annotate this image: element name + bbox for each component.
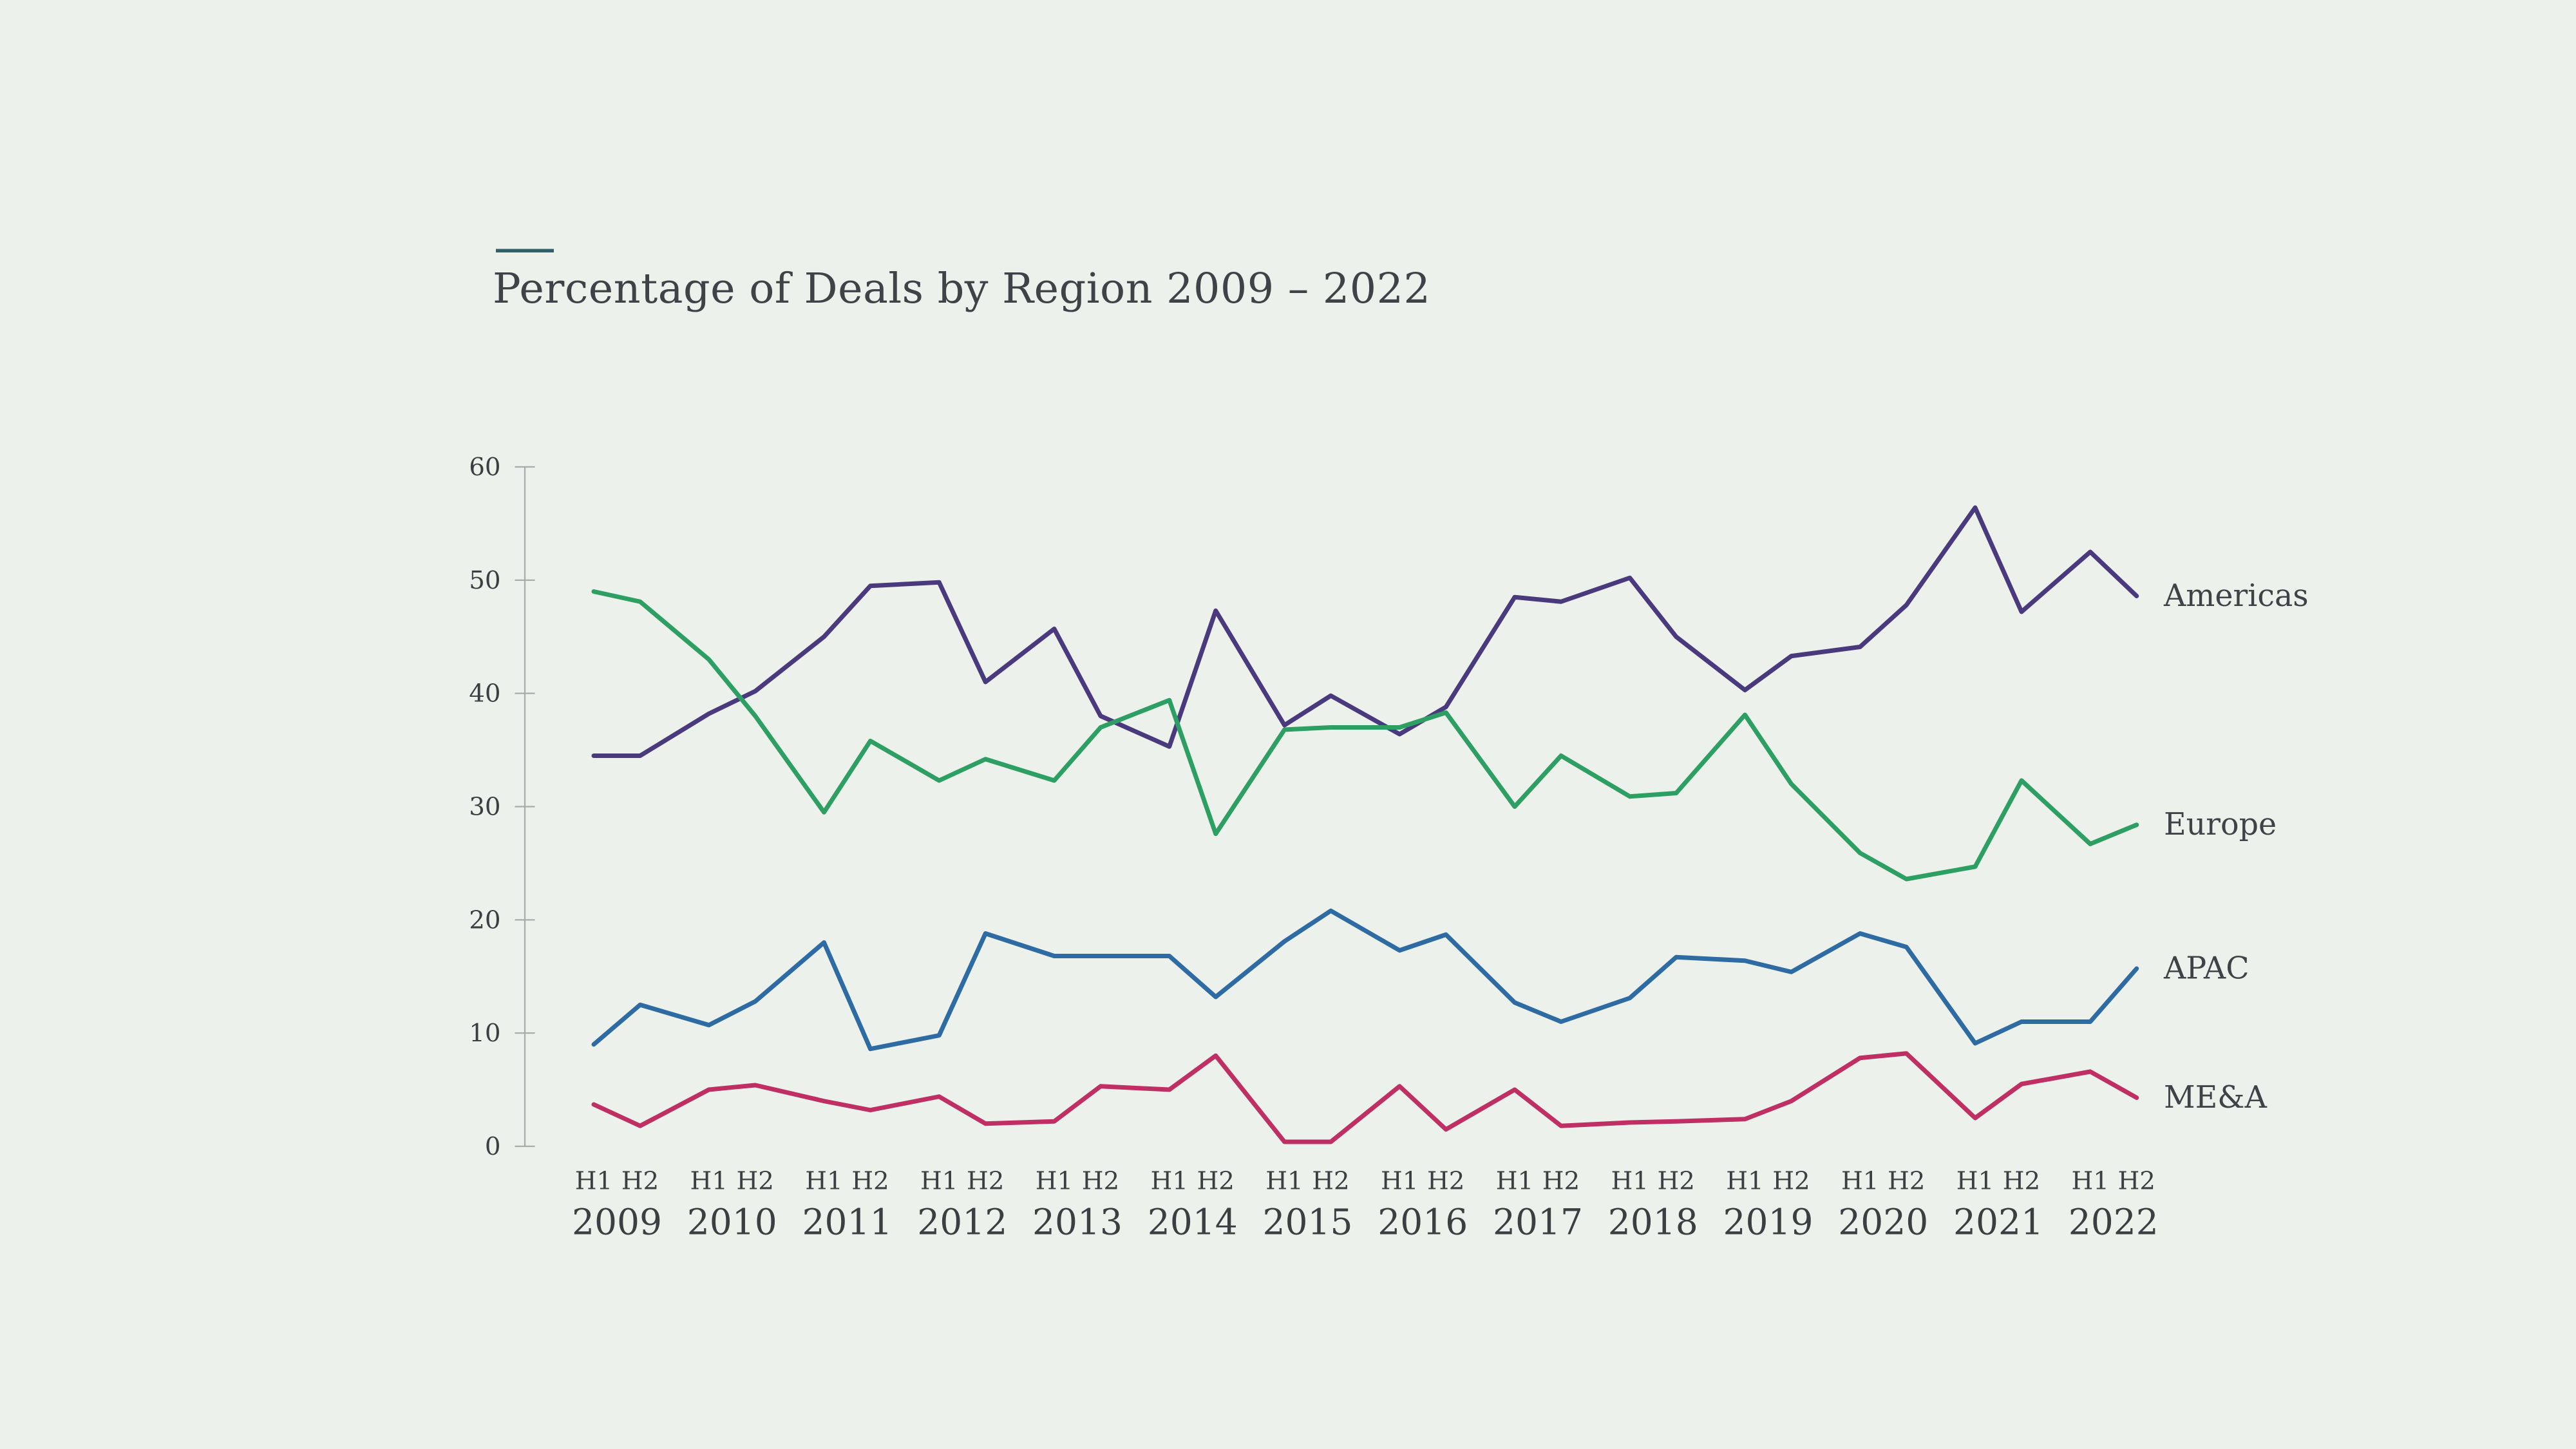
x-label-year: 2016 bbox=[1378, 1201, 1468, 1242]
x-label-half: H1 bbox=[1496, 1166, 1533, 1195]
x-label-year: 2011 bbox=[802, 1201, 893, 1242]
x-label-year: 2012 bbox=[917, 1201, 1007, 1242]
x-label-half: H2 bbox=[1082, 1166, 1119, 1195]
x-label-year: 2019 bbox=[1723, 1201, 1814, 1242]
x-label-half: H1 bbox=[1381, 1166, 1418, 1195]
x-label-half: H2 bbox=[2003, 1166, 2040, 1195]
x-label-half: H2 bbox=[1427, 1166, 1464, 1195]
x-label-half: H2 bbox=[1658, 1166, 1695, 1195]
legend: Americas Europe APAC ME&A bbox=[2163, 578, 2309, 1115]
x-label-half: H1 bbox=[1611, 1166, 1649, 1195]
x-label-half: H1 bbox=[1956, 1166, 1994, 1195]
x-label-year: 2014 bbox=[1148, 1201, 1238, 1242]
x-label-half: H2 bbox=[737, 1166, 774, 1195]
y-tick-label: 30 bbox=[469, 793, 500, 822]
legend-label-americas: Americas bbox=[2163, 578, 2309, 614]
x-label-year: 2009 bbox=[572, 1201, 662, 1242]
y-tick-label: 10 bbox=[469, 1019, 500, 1048]
x-label-half: H2 bbox=[1197, 1166, 1235, 1195]
x-label-half: H1 bbox=[920, 1166, 958, 1195]
legend-label-apac: APAC bbox=[2163, 951, 2249, 986]
series-line-apac bbox=[591, 908, 2139, 1052]
x-label-half: H1 bbox=[1265, 1166, 1303, 1195]
y-tick-label: 60 bbox=[469, 453, 500, 482]
x-label-half: H2 bbox=[1542, 1166, 1580, 1195]
x-axis-labels: H1 H2 2009 H1 H2 2010 H1 H2 2011 H1 H2 2012 H1 H2 2013… bbox=[572, 1166, 2159, 1242]
x-label-half: H2 bbox=[1772, 1166, 1810, 1195]
x-label-half: H1 bbox=[1726, 1166, 1763, 1195]
x-label-half: H1 bbox=[805, 1166, 842, 1195]
x-label-year: 2015 bbox=[1263, 1201, 1353, 1242]
y-tick-label: 20 bbox=[469, 905, 500, 934]
x-label-half: H1 bbox=[690, 1166, 728, 1195]
x-label-half: H1 bbox=[2072, 1166, 2109, 1195]
x-label-year: 2020 bbox=[1838, 1201, 1928, 1242]
x-label-half: H1 bbox=[1036, 1166, 1073, 1195]
x-label-year: 2017 bbox=[1493, 1201, 1583, 1242]
x-label-half: H2 bbox=[967, 1166, 1004, 1195]
series-lines bbox=[591, 505, 2139, 1144]
legend-label-me-a: ME&A bbox=[2164, 1080, 2268, 1115]
series-line-americas bbox=[591, 505, 2139, 758]
x-label-year: 2010 bbox=[687, 1201, 777, 1242]
x-label-half: H2 bbox=[621, 1166, 659, 1195]
x-label-half: H1 bbox=[1151, 1166, 1188, 1195]
y-tick-label: 40 bbox=[469, 679, 500, 708]
x-label-half: H1 bbox=[1841, 1166, 1879, 1195]
series-line-europe bbox=[591, 589, 2139, 882]
x-label-half: H2 bbox=[1312, 1166, 1349, 1195]
x-label-half: H1 bbox=[575, 1166, 612, 1195]
x-label-year: 2018 bbox=[1608, 1201, 1698, 1242]
x-label-year: 2013 bbox=[1032, 1201, 1122, 1242]
x-label-year: 2021 bbox=[1953, 1201, 2043, 1242]
x-label-year: 2022 bbox=[2069, 1201, 2159, 1242]
y-tick-label: 0 bbox=[485, 1132, 501, 1161]
legend-label-europe: Europe bbox=[2164, 807, 2277, 842]
x-label-half: H2 bbox=[1888, 1166, 1925, 1195]
series-line-me-a bbox=[591, 1051, 2139, 1144]
chart-title: Percentage of Deals by Region 2009 – 202… bbox=[493, 265, 1430, 313]
x-label-half: H2 bbox=[2118, 1166, 2155, 1195]
y-axis: 0 10 20 30 40 50 60 bbox=[469, 453, 535, 1161]
x-label-half: H2 bbox=[851, 1166, 889, 1195]
title-accent-dash bbox=[496, 249, 554, 252]
y-tick-label: 50 bbox=[469, 566, 500, 595]
